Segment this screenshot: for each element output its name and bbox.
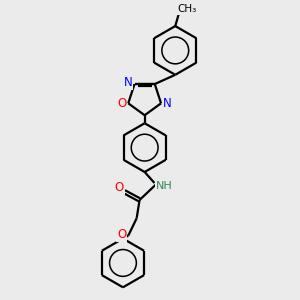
Text: N: N [163, 97, 172, 110]
Text: O: O [117, 97, 126, 110]
Text: O: O [117, 228, 126, 241]
Text: CH₃: CH₃ [178, 4, 197, 14]
Text: N: N [124, 76, 132, 89]
Text: NH: NH [156, 181, 172, 191]
Text: O: O [115, 181, 124, 194]
